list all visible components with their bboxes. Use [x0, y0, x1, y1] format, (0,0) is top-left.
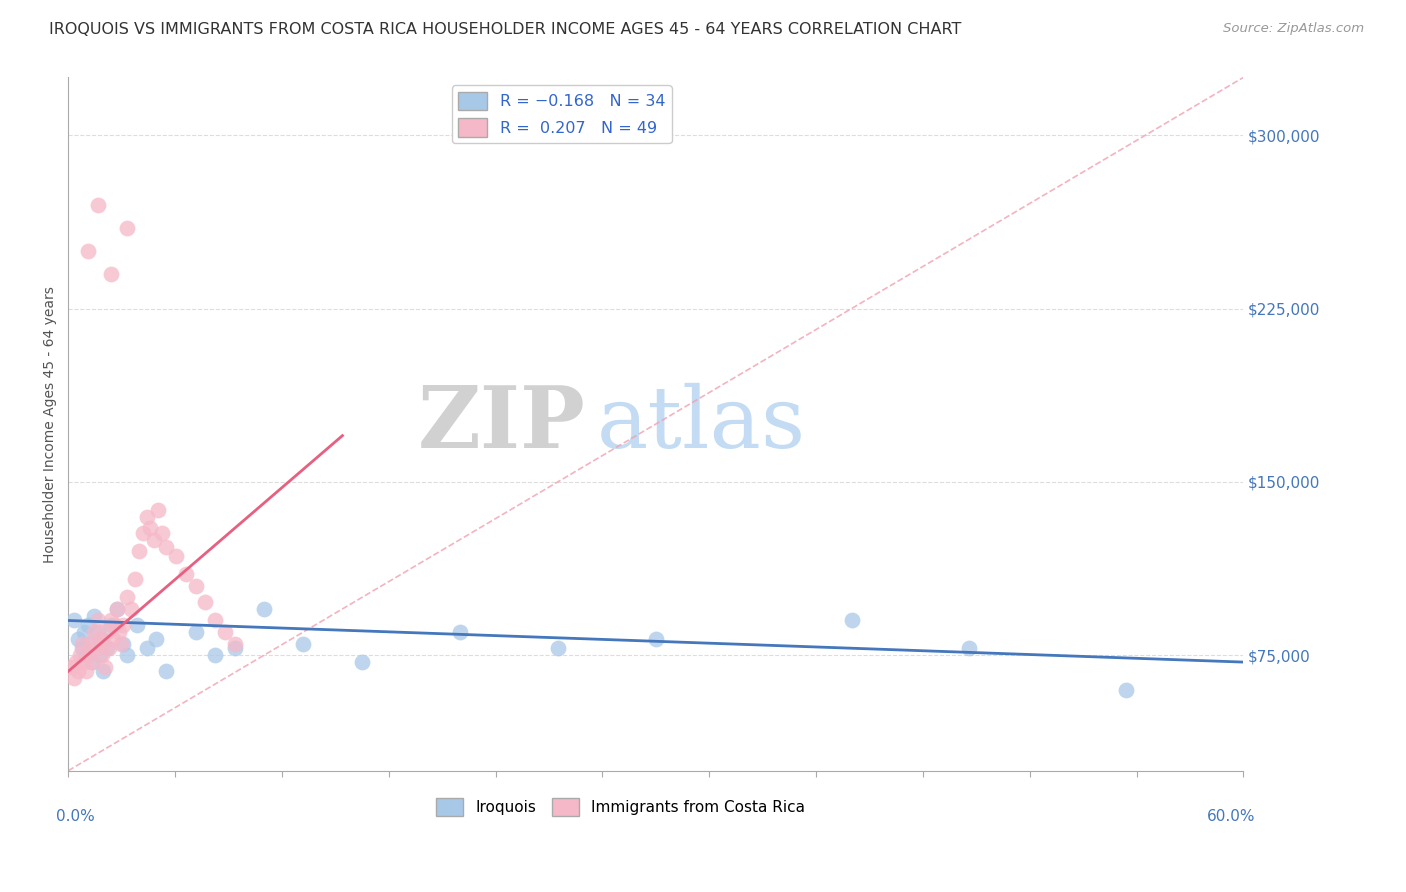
- Point: [60, 659, 83, 673]
- Point: [184, 579, 207, 593]
- Point: [957, 641, 980, 656]
- Point: [155, 540, 177, 554]
- Point: [100, 618, 122, 632]
- Point: [644, 632, 666, 646]
- Point: [253, 602, 276, 616]
- Text: ZIP: ZIP: [418, 382, 585, 467]
- Point: [94, 659, 117, 673]
- Point: [120, 602, 142, 616]
- Point: [135, 641, 157, 656]
- Point: [66, 632, 89, 646]
- Text: 60.0%: 60.0%: [1206, 809, 1256, 824]
- Point: [115, 648, 138, 662]
- Point: [148, 502, 170, 516]
- Point: [112, 637, 135, 651]
- Point: [76, 648, 98, 662]
- Point: [214, 625, 236, 640]
- Point: [89, 632, 111, 646]
- Point: [124, 572, 146, 586]
- Point: [86, 614, 108, 628]
- Point: [204, 648, 226, 662]
- Point: [125, 618, 148, 632]
- Point: [103, 632, 125, 646]
- Point: [84, 641, 107, 656]
- Point: [96, 641, 118, 656]
- Text: Source: ZipAtlas.com: Source: ZipAtlas.com: [1223, 22, 1364, 36]
- Text: IROQUOIS VS IMMIGRANTS FROM COSTA RICA HOUSEHOLDER INCOME AGES 45 - 64 YEARS COR: IROQUOIS VS IMMIGRANTS FROM COSTA RICA H…: [49, 22, 962, 37]
- Point: [139, 521, 162, 535]
- Point: [79, 637, 101, 651]
- Point: [66, 665, 89, 679]
- Point: [108, 625, 131, 640]
- Point: [104, 618, 127, 632]
- Point: [449, 625, 471, 640]
- Point: [76, 244, 98, 258]
- Point: [194, 595, 217, 609]
- Point: [145, 632, 167, 646]
- Point: [174, 567, 197, 582]
- Point: [79, 637, 101, 651]
- Point: [63, 671, 86, 685]
- Point: [135, 509, 157, 524]
- Point: [83, 625, 105, 640]
- Point: [73, 625, 96, 640]
- Point: [80, 655, 103, 669]
- Point: [89, 648, 111, 662]
- Point: [100, 614, 122, 628]
- Point: [292, 637, 315, 651]
- Point: [105, 602, 128, 616]
- Point: [204, 614, 226, 628]
- Point: [83, 608, 105, 623]
- Point: [224, 641, 246, 656]
- Point: [115, 220, 138, 235]
- Point: [155, 665, 177, 679]
- Point: [93, 665, 115, 679]
- Point: [86, 625, 108, 640]
- Point: [75, 648, 97, 662]
- Point: [96, 625, 118, 640]
- Point: [63, 614, 86, 628]
- Point: [112, 618, 135, 632]
- Text: 0.0%: 0.0%: [56, 809, 96, 824]
- Point: [224, 637, 246, 651]
- Point: [143, 533, 166, 547]
- Point: [73, 655, 96, 669]
- Point: [75, 665, 97, 679]
- Point: [1115, 682, 1137, 697]
- Point: [80, 655, 103, 669]
- Legend: Iroquois, Immigrants from Costa Rica: Iroquois, Immigrants from Costa Rica: [430, 792, 811, 822]
- Point: [70, 641, 93, 656]
- Point: [70, 637, 93, 651]
- Point: [100, 267, 122, 281]
- Text: atlas: atlas: [598, 383, 806, 466]
- Point: [165, 549, 187, 563]
- Point: [86, 197, 108, 211]
- Point: [841, 614, 863, 628]
- Point: [547, 641, 569, 656]
- Point: [150, 525, 173, 540]
- Point: [76, 618, 98, 632]
- Point: [105, 602, 128, 616]
- Point: [184, 625, 207, 640]
- Point: [128, 544, 150, 558]
- Point: [98, 641, 121, 656]
- Point: [90, 632, 112, 646]
- Point: [90, 648, 112, 662]
- Point: [350, 655, 373, 669]
- Point: [131, 525, 153, 540]
- Point: [69, 648, 91, 662]
- Point: [115, 591, 138, 605]
- Point: [65, 655, 87, 669]
- Point: [93, 637, 115, 651]
- Point: [110, 637, 132, 651]
- Y-axis label: Householder Income Ages 45 - 64 years: Householder Income Ages 45 - 64 years: [44, 285, 58, 563]
